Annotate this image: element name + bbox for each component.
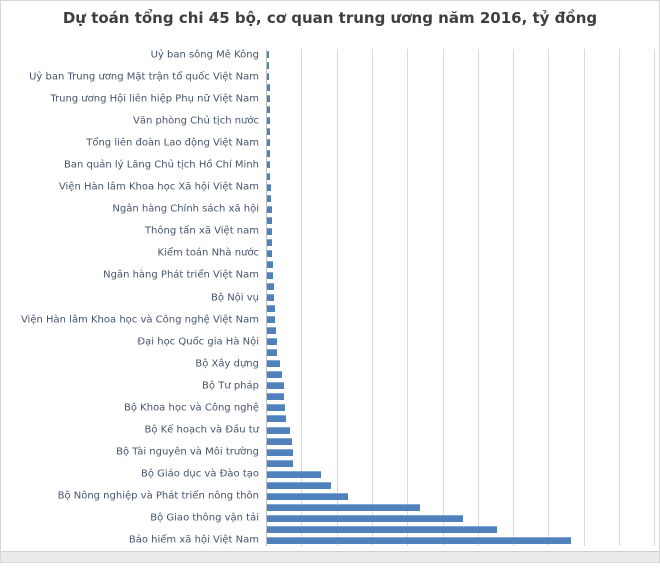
category-label: Bộ Giao thông vận tải xyxy=(150,512,259,524)
bar xyxy=(267,294,275,301)
bar xyxy=(267,128,270,136)
bar xyxy=(267,327,276,335)
category-label: Ban quản lý Lăng Chủ tịch Hồ Chí Minh xyxy=(64,159,259,171)
bar xyxy=(267,338,277,346)
category-label: Bộ Xây dựng xyxy=(195,358,259,370)
bar xyxy=(267,227,272,235)
category-label: Bộ Kế hoạch và Đầu tư xyxy=(144,424,259,436)
bar xyxy=(267,349,278,357)
category-label: Bộ Giáo dục và Đào tạo xyxy=(140,468,259,480)
category-label: Thông tấn xã Việt nam xyxy=(144,225,259,237)
bar xyxy=(267,161,271,169)
gridline xyxy=(513,49,515,546)
bar xyxy=(267,260,273,268)
bar xyxy=(267,360,281,368)
bar xyxy=(267,117,270,125)
category-label: Trung ương Hội liên hiệp Phụ nữ Việt Nam xyxy=(50,93,259,105)
gridline xyxy=(442,49,444,546)
bar xyxy=(267,172,271,180)
bar xyxy=(267,249,273,257)
bar xyxy=(267,62,270,70)
bar xyxy=(267,536,572,544)
bar xyxy=(267,448,293,456)
bar xyxy=(267,503,421,511)
category-label: Uỷ ban sông Mê Kông xyxy=(150,49,259,61)
bar xyxy=(267,194,272,202)
bar xyxy=(267,282,275,290)
gridline xyxy=(583,49,585,546)
bar xyxy=(267,415,287,423)
category-label: Đại học Quốc gia Hà Nội xyxy=(137,336,259,348)
bottom-strip xyxy=(1,551,659,562)
bar xyxy=(267,271,273,279)
category-label: Viện Hàn lâm Khoa học Xã hội Việt Nam xyxy=(58,181,259,193)
bar xyxy=(267,393,284,401)
bar xyxy=(267,183,271,191)
bar xyxy=(267,525,497,533)
gridline xyxy=(301,49,303,546)
bar xyxy=(267,205,272,213)
bar xyxy=(267,95,270,103)
bar xyxy=(267,459,294,467)
bar xyxy=(267,481,331,489)
gridline xyxy=(548,49,550,546)
bar xyxy=(267,316,276,324)
gridline xyxy=(654,49,656,546)
bar xyxy=(267,492,349,500)
chart-title: Dự toán tổng chi 45 bộ, cơ quan trung ươ… xyxy=(62,9,598,27)
bar xyxy=(267,238,272,246)
category-label: Kiểm toán Nhà nước xyxy=(157,247,259,259)
bar xyxy=(267,426,291,434)
gridline xyxy=(619,49,620,546)
bar xyxy=(267,216,272,224)
category-label: Tổng liên đoàn Lao động Việt Nam xyxy=(86,137,259,149)
bar xyxy=(267,106,270,114)
bar xyxy=(267,437,293,445)
gridline xyxy=(407,49,409,546)
category-label: Ngân hàng Chính sách xã hội xyxy=(112,203,259,215)
category-label: Bộ Tài nguyên và Môi trường xyxy=(116,446,259,458)
gridline xyxy=(336,49,338,546)
bar xyxy=(267,51,270,59)
plot-area xyxy=(266,49,656,546)
gridline xyxy=(477,49,479,546)
category-label: Bộ Tư pháp xyxy=(202,380,259,392)
bar xyxy=(267,404,286,412)
category-label: Viện Hàn lâm Khoa học và Công nghệ Việt … xyxy=(20,314,259,326)
category-label: Bộ Khoa học và Công nghệ xyxy=(124,402,259,414)
category-label: Ngân hàng Phát triển Việt Nam xyxy=(103,269,259,281)
bar xyxy=(267,371,282,379)
category-label: Bộ Nội vụ xyxy=(211,292,259,303)
category-labels-area: Uỷ ban sông Mê Kông Uỷ ban Trung ương Mặt… xyxy=(1,49,259,546)
category-label: Bộ Nông nghiệp và Phát triển nông thôn xyxy=(57,490,259,502)
bar xyxy=(267,150,271,158)
bar xyxy=(267,139,271,147)
bar xyxy=(267,382,284,390)
bar xyxy=(267,514,463,522)
bar xyxy=(267,84,270,92)
gridline xyxy=(371,49,373,546)
bar xyxy=(267,305,275,313)
bar xyxy=(267,470,322,478)
category-label: Văn phòng Chủ tịch nước xyxy=(133,115,259,127)
bar xyxy=(267,73,270,81)
category-label: Bảo hiểm xã hội Việt Nam xyxy=(128,534,259,546)
category-label: Uỷ ban Trung ương Mặt trận tổ quốc Việt … xyxy=(29,71,259,83)
y-axis-line xyxy=(266,49,267,546)
